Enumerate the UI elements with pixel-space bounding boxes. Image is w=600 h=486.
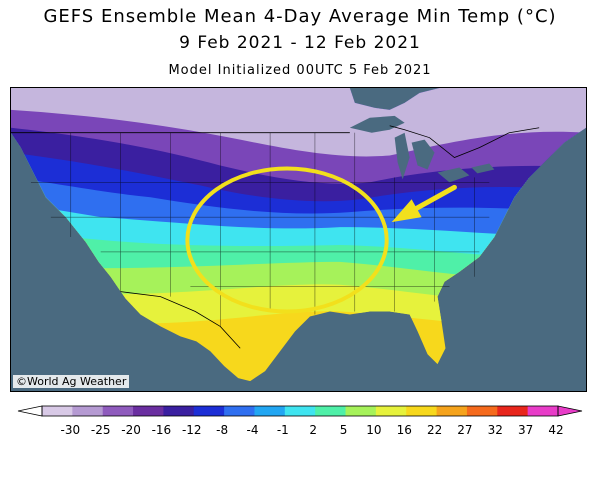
temperature-map <box>10 87 587 392</box>
colorbar-tick-label: 37 <box>518 423 533 437</box>
colorbar-swatch <box>193 406 225 416</box>
colorbar-swatch <box>375 406 407 416</box>
colorbar-tick-label: 10 <box>366 423 381 437</box>
colorbar-tick-label: -4 <box>246 423 258 437</box>
colorbar-swatch <box>163 406 195 416</box>
colorbar-tick-label: 42 <box>548 423 563 437</box>
great-lakes <box>349 115 495 183</box>
colorbar-swatch <box>133 406 164 416</box>
colorbar-tick-label: -8 <box>216 423 228 437</box>
map-title: GEFS Ensemble Mean 4-Day Average Min Tem… <box>43 6 557 27</box>
colorbar-swatch <box>497 406 529 416</box>
colorbar-swatch <box>72 406 104 416</box>
credit-label: ©World Ag Weather <box>13 375 130 388</box>
colorbar-tick-label: -25 <box>91 423 111 437</box>
colorbar-tick-label: 5 <box>340 423 348 437</box>
colorbar-tick-label: 32 <box>488 423 503 437</box>
colorbar: -30 -25 -20 -16 -12 -8 -4 -1 2 5 10 16 22 27 32 37 42 <box>17 405 583 437</box>
colorbar-max-arrow <box>557 405 583 417</box>
colorbar-tick-label: 16 <box>397 423 412 437</box>
colorbar-swatch <box>527 406 559 416</box>
date-range: 9 Feb 2021 - 12 Feb 2021 <box>179 33 421 53</box>
colorbar-swatch <box>466 406 498 416</box>
colorbar-swatch <box>345 406 377 416</box>
borders <box>11 125 540 349</box>
colorbar-min-arrow <box>17 405 43 417</box>
colorbar-tick-label: 22 <box>427 423 442 437</box>
colorbar-swatch <box>224 406 255 416</box>
colorbar-swatch <box>436 406 468 416</box>
colorbar-tick-label: -30 <box>61 423 81 437</box>
colorbar-swatch <box>102 406 134 416</box>
state-lines <box>30 132 490 327</box>
colorbar-tick-label: 27 <box>457 423 472 437</box>
colorbar-swatch <box>254 406 286 416</box>
colorbar-tick-label: -20 <box>121 423 141 437</box>
colorbar-tick-label: -12 <box>182 423 202 437</box>
colorbar-tick-label: 2 <box>309 423 317 437</box>
cold-region-ellipse <box>185 166 389 314</box>
colorbar-tick-label: -16 <box>152 423 172 437</box>
colorbar-swatch <box>315 406 347 416</box>
model-init: Model Initialized 00UTC 5 Feb 2021 <box>168 63 432 78</box>
colorbar-swatch <box>406 406 438 416</box>
colorbar-swatch <box>284 406 316 416</box>
colorbar-tick-label: -1 <box>277 423 289 437</box>
arrow-icon <box>391 184 457 223</box>
colorbar-swatch <box>42 406 73 416</box>
